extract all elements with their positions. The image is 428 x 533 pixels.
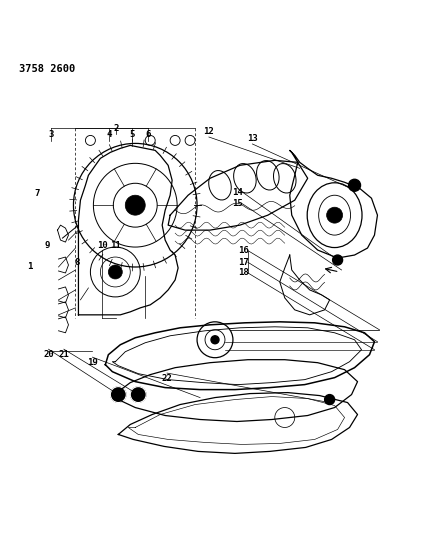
Text: 6: 6 <box>145 130 151 139</box>
Text: 20: 20 <box>43 350 54 359</box>
Text: 1: 1 <box>27 262 33 271</box>
Text: 22: 22 <box>162 374 172 383</box>
Circle shape <box>348 179 360 191</box>
Text: 12: 12 <box>203 126 214 135</box>
Circle shape <box>325 394 335 405</box>
Text: 4: 4 <box>107 130 112 139</box>
Text: 3758 2600: 3758 2600 <box>19 63 75 74</box>
Circle shape <box>333 255 342 265</box>
Text: 21: 21 <box>59 350 69 359</box>
Text: 14: 14 <box>232 188 243 197</box>
Text: 5: 5 <box>129 130 135 139</box>
Circle shape <box>110 386 126 402</box>
Text: 17: 17 <box>238 258 249 266</box>
Circle shape <box>125 195 145 215</box>
Text: 7: 7 <box>34 189 40 198</box>
Text: 16: 16 <box>238 246 249 255</box>
Text: 3: 3 <box>48 130 54 139</box>
Circle shape <box>130 386 146 402</box>
Circle shape <box>327 207 342 223</box>
Circle shape <box>108 265 122 279</box>
Text: 18: 18 <box>238 269 249 277</box>
Text: 8: 8 <box>75 258 80 266</box>
Text: 10: 10 <box>97 241 107 250</box>
Text: 2: 2 <box>113 124 119 133</box>
Circle shape <box>211 336 219 344</box>
Text: 11: 11 <box>110 241 121 250</box>
Text: 9: 9 <box>45 241 51 250</box>
Text: 15: 15 <box>232 199 243 208</box>
Text: 13: 13 <box>247 134 258 143</box>
Text: 19: 19 <box>87 358 98 367</box>
